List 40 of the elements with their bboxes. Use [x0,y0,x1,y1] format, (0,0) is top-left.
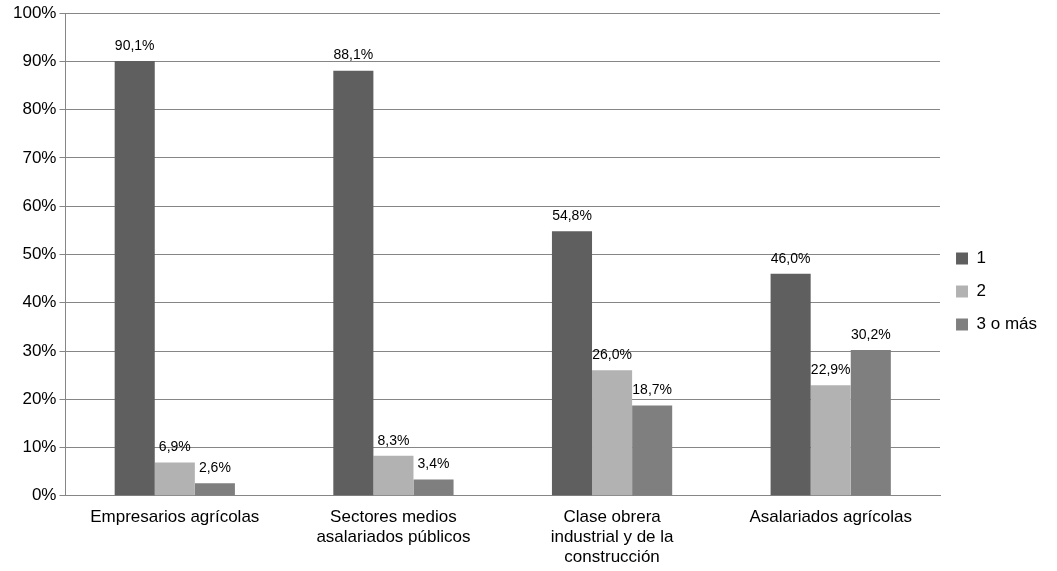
x-tick-label: Sectores medios asalariados públicos [316,506,471,547]
y-tick-label: 0% [31,485,57,505]
legend-label: 2 [976,281,986,301]
bar [333,70,374,496]
data-label: 26,0% [592,346,632,363]
data-label: 90,1% [114,36,155,53]
bar [592,370,633,496]
data-label: 18,7% [632,381,673,398]
data-label: 2,6% [198,459,231,476]
data-label: 88,1% [333,46,374,63]
data-label: 6,9% [158,438,191,455]
y-tick-label: 40% [22,292,57,312]
x-tick-label: Clase obrera industrial y de la construcción [550,506,675,567]
data-label: 54,8% [552,207,592,224]
bar [413,479,454,496]
data-label: 46,0% [770,249,811,266]
bar [194,483,235,496]
y-tick-label: 60% [22,195,57,215]
legend-label: 1 [976,248,986,268]
data-label: 8,3% [377,431,410,448]
y-tick-label: 20% [22,388,57,408]
legend-label: 3 o más [976,314,1038,334]
data-label: 3,4% [417,455,450,472]
bar [770,273,811,496]
bar [154,462,195,496]
bar [551,231,593,496]
data-label: 30,2% [850,325,891,342]
y-tick-label: 70% [22,147,57,167]
y-tick-label: 100% [13,2,57,22]
x-tick-label: Empresarios agrícolas [90,506,260,526]
y-tick-label: 90% [22,51,57,71]
bar [810,385,851,496]
x-tick-label: Asalariados agrícolas [749,506,912,526]
y-tick-label: 10% [22,437,57,457]
y-tick-label: 50% [22,244,57,264]
bar [114,60,155,496]
data-label: 22,9% [810,361,851,378]
y-tick-label: 30% [22,340,57,360]
y-tick-label: 80% [22,99,57,119]
bar [373,455,414,496]
